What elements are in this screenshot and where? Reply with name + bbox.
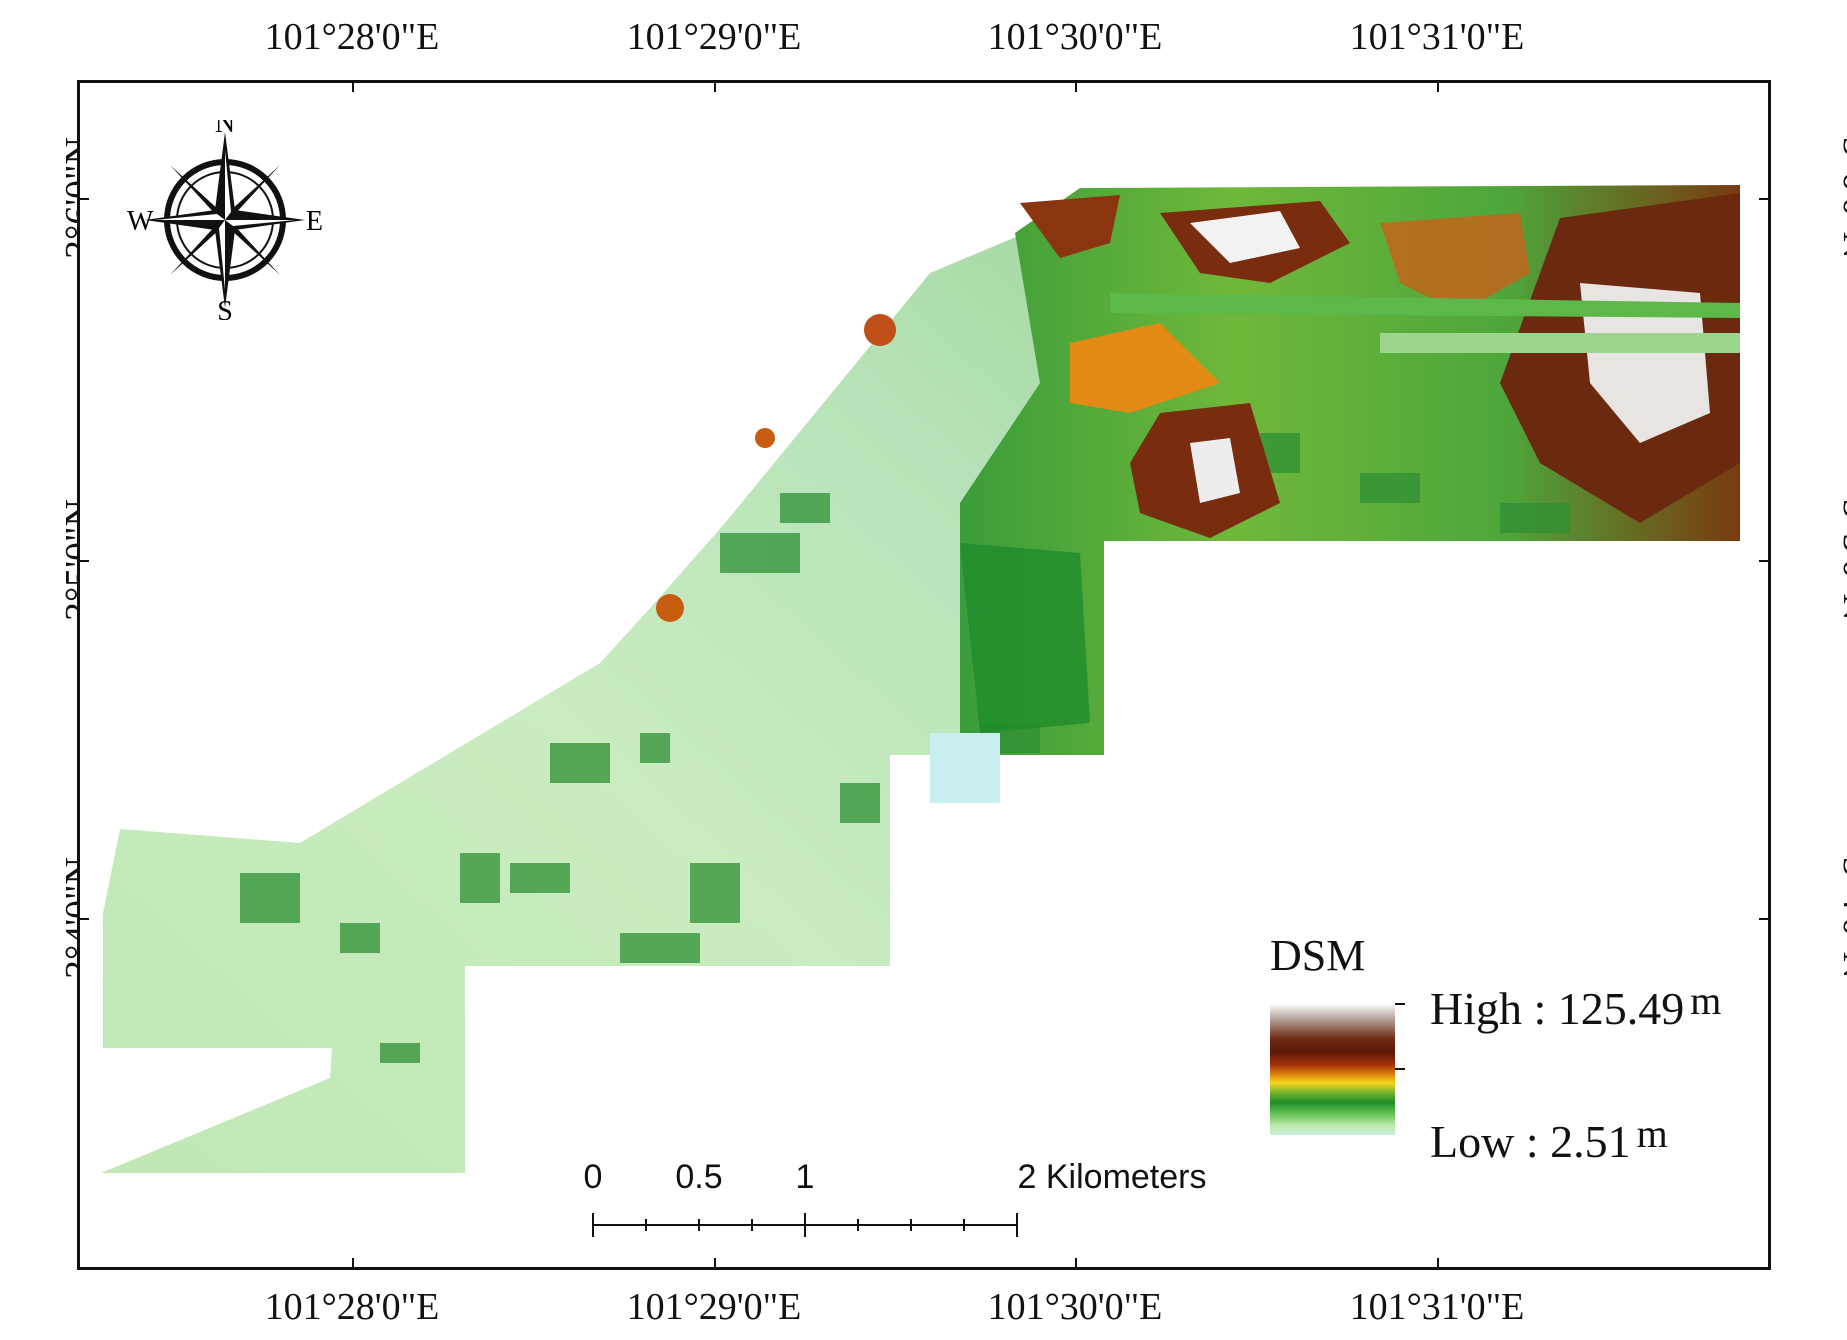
legend-low-label: Low : 2.51 m <box>1430 1111 1668 1168</box>
frame-tick <box>77 918 89 920</box>
frame-tick <box>77 560 89 562</box>
dsm-raster <box>101 185 1740 1173</box>
lon-label-bottom-4: 101°31'0"E <box>1349 1286 1525 1328</box>
lat-label-right-3: 3°4'0"N <box>1835 857 1847 979</box>
legend-low-text: Low : 2.51 <box>1430 1116 1631 1167</box>
lon-label-bottom-2: 101°29'0"E <box>626 1286 802 1328</box>
legend-title: DSM <box>1270 931 1366 980</box>
compass-rose-icon: N S W E <box>127 120 323 320</box>
lat-label-right-1: 3°6'0"N <box>1835 137 1847 259</box>
frame-tick <box>1759 918 1771 920</box>
lon-label-bottom-3: 101°30'0"E <box>987 1286 1163 1328</box>
scale-label-2-km: 2 Kilometers <box>1017 1158 1207 1196</box>
legend-high-unit: m <box>1690 978 1722 1023</box>
lon-label-top-2: 101°29'0"E <box>626 16 802 58</box>
frame-tick <box>1437 1258 1439 1270</box>
frame-tick <box>1759 198 1771 200</box>
compass-north-label: N <box>215 120 235 139</box>
compass-east-label: E <box>306 206 323 237</box>
frame-tick <box>77 198 89 200</box>
lon-label-top-1: 101°28'0"E <box>264 16 440 58</box>
frame-tick <box>714 80 716 92</box>
compass-west-label: W <box>127 206 154 237</box>
lon-label-top-4: 101°31'0"E <box>1349 16 1525 58</box>
frame-tick <box>714 1258 716 1270</box>
frame-tick <box>1075 80 1077 92</box>
legend-low-unit: m <box>1636 1111 1668 1156</box>
scale-label-0-5: 0.5 <box>675 1158 723 1196</box>
scale-bar <box>592 1213 1018 1237</box>
legend-high-text: High : 125.49 <box>1430 983 1685 1034</box>
lon-label-top-3: 101°30'0"E <box>987 16 1163 58</box>
legend-tick <box>1395 1003 1405 1005</box>
frame-tick <box>352 80 354 92</box>
legend-tick <box>1395 1068 1405 1070</box>
dsm-hills <box>656 193 1740 803</box>
legend-color-ramp <box>1270 1005 1395 1135</box>
frame-tick <box>1437 80 1439 92</box>
scale-label-0: 0 <box>583 1158 603 1196</box>
lon-label-bottom-1: 101°28'0"E <box>264 1286 440 1328</box>
frame-tick <box>1075 1258 1077 1270</box>
scale-label-1: 1 <box>795 1158 815 1196</box>
frame-tick <box>352 1258 354 1270</box>
legend-high-label: High : 125.49 m <box>1430 978 1721 1035</box>
map-frame <box>77 80 1771 1270</box>
frame-tick <box>1759 560 1771 562</box>
lat-label-right-2: 3°5'0"N <box>1835 499 1847 621</box>
compass-south-label: S <box>217 296 233 320</box>
